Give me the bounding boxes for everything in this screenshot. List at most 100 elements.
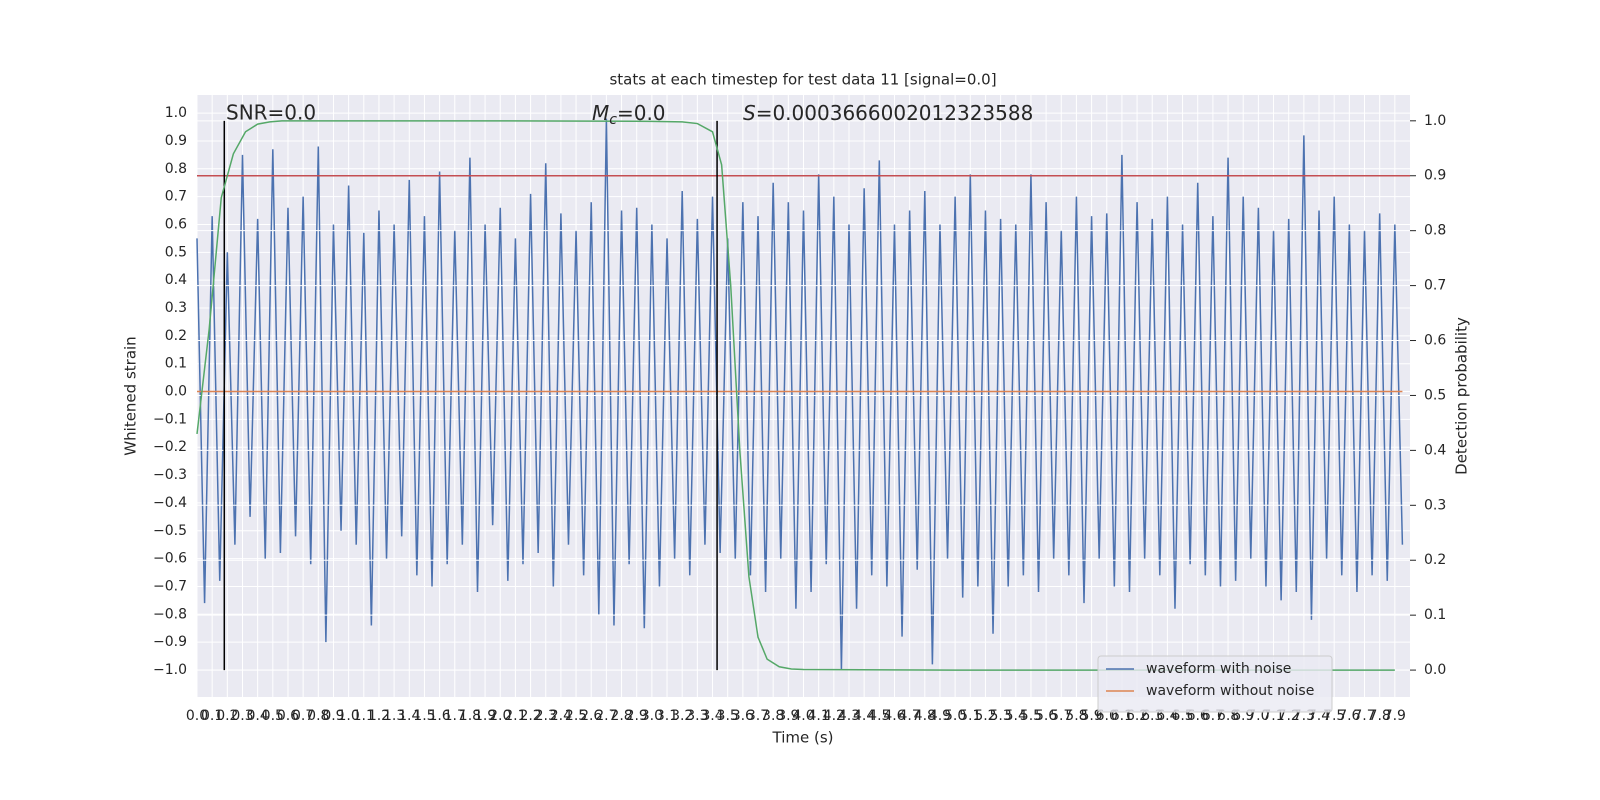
annotation-symbol: M [592,101,609,125]
x-tick-label: 3.3 [686,708,708,724]
x-tick-label: 3.8 [762,708,784,724]
y-tick-label: −0.3 [153,467,187,483]
x-tick-label: 0.2 [216,708,238,724]
x-tick-label: 3.4 [701,708,723,724]
y2-tick-label: 0.1 [1424,607,1446,623]
x-tick-label: 3.9 [777,708,799,724]
y2-tick-label: 1.0 [1424,113,1446,129]
x-tick-label: 5.0 [944,708,966,724]
x-tick-label: 2.2 [519,708,541,724]
x-tick-label: 3.0 [641,708,663,724]
y-tick-label: −0.7 [153,578,187,594]
y2-tick-label: 0.4 [1424,442,1446,458]
x-tick-label: 1.0 [337,708,359,724]
x-tick-label: 2.5 [565,708,587,724]
x-tick-label: 0.7 [292,708,314,724]
x-tick-label: 1.8 [459,708,481,724]
x-tick-label: 0.3 [231,708,253,724]
x-tick-label: 4.8 [914,708,936,724]
y-tick-label: 0.8 [165,161,187,177]
x-tick-label: 4.5 [868,708,890,724]
annotation-text: =0.0003666002012323588 [756,101,1034,125]
x-tick-label: 0.6 [277,708,299,724]
y2-tick-label: 0.6 [1424,333,1446,349]
x-tick-label: 1.9 [474,708,496,724]
x-tick-label: 2.7 [595,708,617,724]
y-tick-label: −0.5 [153,523,187,539]
x-tick-label: 3.2 [671,708,693,724]
annotation: SNR=0.0 [226,101,316,125]
x-tick-label: 1.5 [413,708,435,724]
x-axis-label: Time (s) [772,729,834,747]
x-tick-label: 2.9 [626,708,648,724]
y-tick-label: −0.8 [153,606,187,622]
x-tick-label: 1.7 [444,708,466,724]
x-tick-label: 1.1 [353,708,375,724]
x-tick-label: 0.9 [322,708,344,724]
x-tick-label: 4.7 [899,708,921,724]
x-tick-label: 7.9 [1384,708,1406,724]
x-tick-label: 2.0 [489,708,511,724]
y-tick-label: 0.3 [165,300,187,316]
y-tick-label: 0.2 [165,328,187,344]
x-tick-label: 4.1 [808,708,830,724]
x-tick-label: 7.8 [1369,708,1391,724]
y-tick-label: −1.0 [153,662,187,678]
y2-tick-label: 0.9 [1424,168,1446,184]
x-tick-label: 3.5 [717,708,739,724]
x-tick-label: 3.7 [747,708,769,724]
annotation-subscript: c [609,112,617,128]
series-line [196,120,1395,671]
x-tick-label: 5.5 [1020,708,1042,724]
x-tick-label: 1.3 [383,708,405,724]
annotation-symbol: S [743,101,756,125]
legend-box [1097,655,1333,713]
y-tick-label: 0.5 [165,244,187,260]
y2-tick-label: 0.8 [1424,223,1446,239]
x-tick-label: 3.1 [656,708,678,724]
y-tick-label: 0.1 [165,356,187,372]
x-tick-label: 2.6 [580,708,602,724]
y-tick-label: 0.9 [165,133,187,149]
y-tick-label: 1.0 [165,105,187,121]
y2-tick-label: 0.0 [1424,662,1446,678]
x-tick-label: 1.4 [398,708,420,724]
x-tick-label: 2.8 [610,708,632,724]
x-tick-label: 5.9 [1080,708,1102,724]
x-tick-label: 5.3 [989,708,1011,724]
x-tick-label: 0.4 [247,708,269,724]
x-tick-label: 4.0 [792,708,814,724]
x-tick-label: 5.7 [1050,708,1072,724]
x-tick-label: 1.2 [368,708,390,724]
y-tick-label: −0.1 [153,411,187,427]
x-tick-label: 4.9 [929,708,951,724]
annotation: Mc=0.0 [592,101,666,129]
y-tick-label: −0.4 [153,495,187,511]
x-tick-label: 0.1 [201,708,223,724]
x-tick-label: 5.4 [1005,708,1027,724]
x-tick-label: 4.2 [823,708,845,724]
legend-label: waveform without noise [1146,683,1314,699]
x-tick-label: 3.6 [732,708,754,724]
y-tick-label: 0.0 [165,384,187,400]
x-tick-label: 4.6 [883,708,905,724]
series-line [196,118,1404,671]
x-tick-label: 1.6 [428,708,450,724]
x-tick-label: 4.4 [853,708,875,724]
y2-tick-label: 0.5 [1424,387,1446,403]
x-tick-label: 7.6 [1338,708,1360,724]
x-tick-label: 7.7 [1353,708,1375,724]
x-tick-label: 0.0 [186,708,208,724]
x-tick-label: 5.1 [959,708,981,724]
y-tick-label: 0.7 [165,189,187,205]
y-tick-label: −0.6 [153,551,187,567]
y-tick-label: −0.2 [153,439,187,455]
x-tick-label: 0.8 [307,708,329,724]
y2-tick-label: 0.2 [1424,552,1446,568]
x-tick-label: 2.1 [504,708,526,724]
annotation-text: =0.0 [617,101,666,125]
x-tick-label: 5.2 [974,708,996,724]
y2-tick-label: 0.7 [1424,278,1446,294]
y-tick-label: 0.4 [165,272,187,288]
